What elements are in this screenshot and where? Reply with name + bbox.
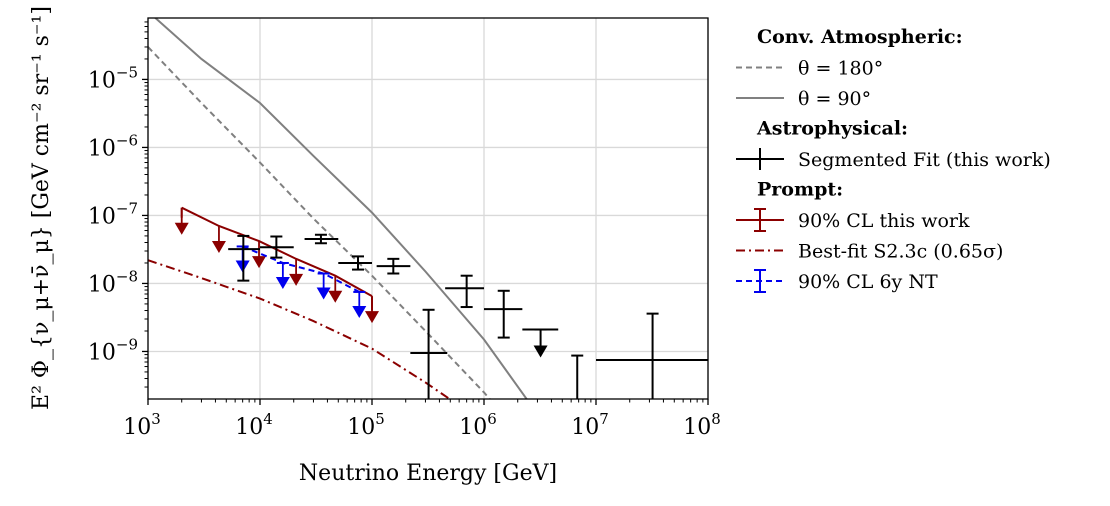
- upper-limit-arrow: [533, 345, 548, 358]
- x-tick-label: 107: [571, 410, 609, 440]
- nt-limit-line: [242, 245, 360, 293]
- atmospheric-180-line: [148, 46, 491, 399]
- legend-header: Astrophysical:: [756, 118, 908, 140]
- x-tick-label: 105: [347, 410, 385, 440]
- x-tick-label: 106: [459, 410, 497, 440]
- x-tick-label: 104: [235, 410, 273, 440]
- y-tick-label: 10−9: [88, 335, 138, 365]
- legend-header: Conv. Atmospheric:: [757, 26, 963, 48]
- upper-limit-arrow: [365, 311, 379, 324]
- plot-frame: [147, 17, 709, 400]
- upper-limit-arrow: [328, 290, 343, 303]
- segmented-fit-point: [228, 234, 260, 282]
- upper-limit-arrow: [252, 256, 267, 269]
- y-tick-label: 10−5: [88, 63, 138, 93]
- x-tick-label: 108: [683, 410, 721, 440]
- segmented-fit-point: [484, 289, 523, 339]
- segmented-fit-point: [260, 235, 294, 259]
- x-axis-label: Neutrino Energy [GeV]: [299, 461, 557, 486]
- upper-limit-arrow: [289, 273, 304, 286]
- upper-limit-arrow: [275, 276, 290, 289]
- legend-label: Segmented Fit (this work): [798, 149, 1051, 171]
- segmented-fit-point: [596, 312, 708, 399]
- upper-limit-arrow: [352, 305, 367, 318]
- y-tick-label: 10−6: [88, 131, 138, 161]
- y-axis-label: E² Φ_{ν_μ+ν̄_μ} [GeV cm⁻² sr⁻¹ s⁻¹]: [29, 6, 54, 410]
- legend: Conv. Atmospheric: θ = 180° θ = 90° Astroph…: [736, 26, 1051, 293]
- y-tick-label: 10−8: [88, 267, 138, 297]
- axes: 103 104 105 106 107 108 10−9 10−8 10−7 10−6 10−5: [88, 21, 721, 440]
- legend-label: 90% CL this work: [798, 210, 970, 232]
- upper-limit-arrow: [316, 287, 331, 300]
- y-tick-label: 10−7: [88, 199, 138, 229]
- legend-label: 90% CL 6y NT: [798, 271, 938, 293]
- segmented-fit-point: [522, 328, 559, 358]
- segmented-fit-point: [376, 257, 411, 275]
- upper-limit-arrow: [211, 240, 226, 253]
- prompt-bestfit-line: [148, 259, 452, 399]
- segmented-fit-point: [304, 233, 339, 245]
- legend-header: Prompt:: [757, 179, 843, 201]
- atmospheric-90-line: [153, 18, 528, 399]
- segmented-fit-point: [571, 354, 584, 399]
- plot-area: [148, 18, 708, 399]
- segmented-fit-point: [410, 308, 448, 399]
- segmented-fit-point: [445, 274, 484, 309]
- segmented-fit-point: [338, 255, 372, 271]
- x-tick-label: 103: [123, 410, 161, 440]
- upper-limit-arrow: [174, 222, 189, 235]
- legend-label: θ = 180°: [798, 58, 883, 80]
- prompt-limit-line: [181, 206, 373, 298]
- legend-label: Best-fit S2.3c (0.65σ): [798, 241, 1003, 263]
- legend-label: θ = 90°: [798, 88, 871, 110]
